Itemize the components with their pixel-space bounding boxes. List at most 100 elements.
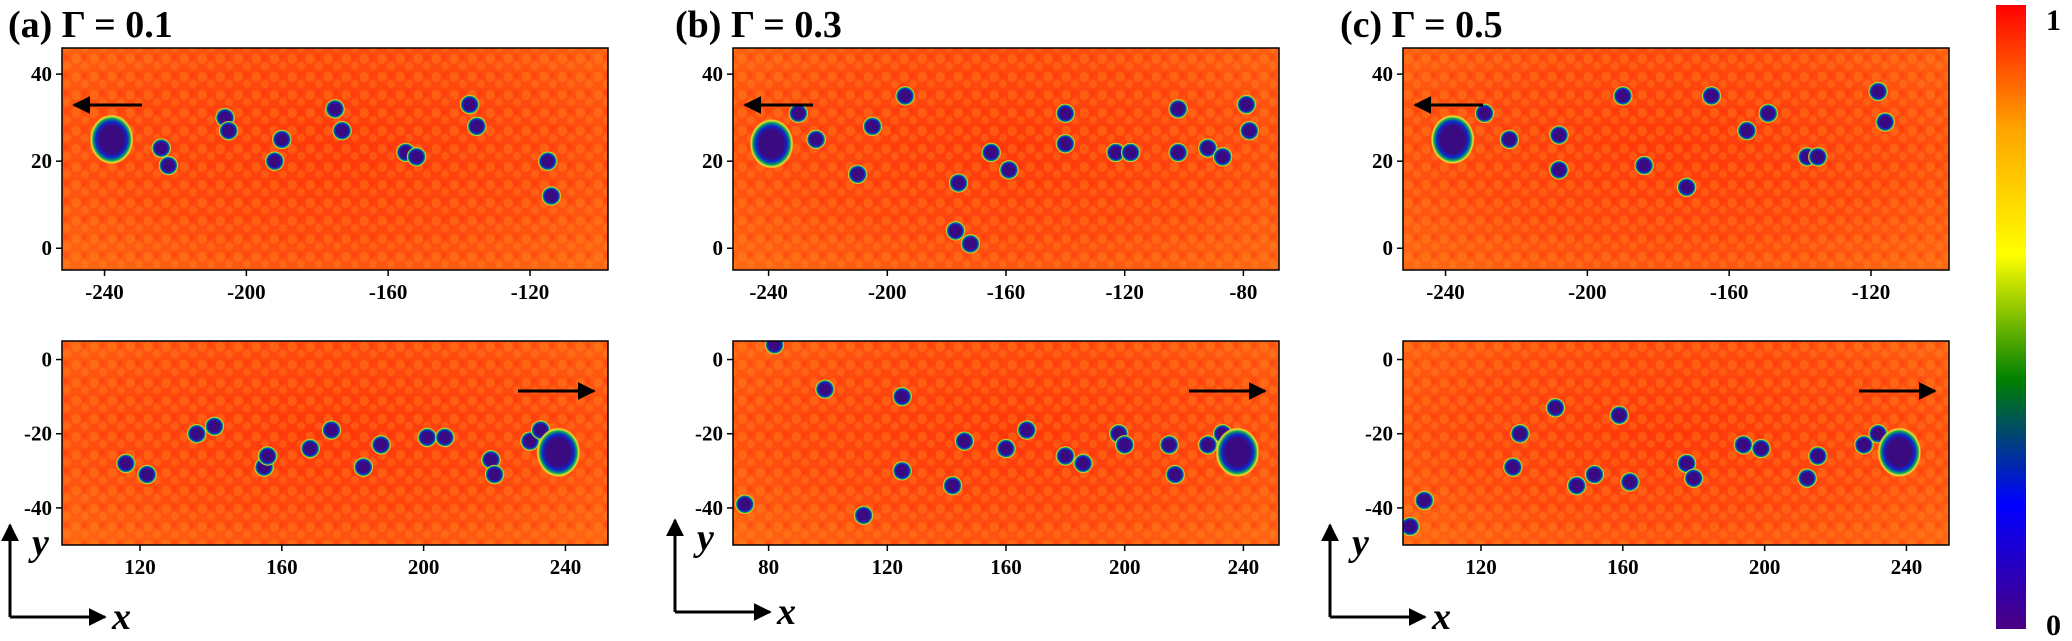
y-tick-label: -40 (1365, 496, 1393, 520)
x-tick-label: 80 (758, 555, 779, 579)
colorbar-max-label: 1 (2046, 4, 2061, 37)
y-tick-label: 20 (1372, 149, 1393, 173)
axis-direction-legend-a: yx (0, 522, 131, 638)
small-bubble (981, 142, 1002, 163)
small-bubble (1120, 142, 1141, 163)
y-tick-label: 0 (1383, 236, 1394, 260)
small-bubble (895, 85, 916, 106)
small-bubble (1212, 146, 1233, 167)
panel-c-top: -240 -200 -160 -120 0 20 40 (1372, 47, 1950, 304)
y-direction-label: y (28, 522, 49, 564)
axis-direction-legend-c: yx (1321, 522, 1451, 638)
small-bubble (1751, 438, 1772, 459)
small-bubble (1197, 138, 1218, 159)
x-tick-label: 200 (408, 555, 440, 579)
x-tick-label: -160 (987, 280, 1026, 304)
panel-frame (61, 340, 609, 546)
small-bubble (300, 438, 321, 459)
small-bubble (325, 98, 345, 119)
y-tick-label: -20 (24, 422, 52, 446)
x-tick-label: 240 (1891, 555, 1923, 579)
small-bubble (434, 427, 455, 448)
small-bubble (853, 505, 874, 526)
axis-direction-legend-b: yx (666, 517, 796, 633)
small-bubble (137, 464, 158, 485)
panel-c-title: (c) Γ = 0.5 (1340, 4, 1503, 46)
small-bubble (1168, 98, 1189, 119)
x-direction-label: x (1431, 596, 1451, 638)
panel-frame (1402, 340, 1950, 546)
small-bubble (353, 457, 374, 478)
x-tick-label: 160 (990, 555, 1022, 579)
small-bubble (1733, 434, 1754, 455)
x-tick-label: -240 (1426, 280, 1465, 304)
x-direction-label: x (776, 591, 796, 633)
y-tick-label: 0 (713, 348, 724, 372)
small-bubble (1549, 159, 1569, 180)
small-bubble (960, 233, 981, 254)
small-bubble (271, 129, 292, 150)
x-tick-label: 160 (266, 555, 298, 579)
small-bubble (332, 120, 353, 141)
small-bubble (1105, 142, 1126, 163)
small-bubble (459, 94, 480, 115)
small-bubble (1676, 177, 1697, 198)
small-bubble (158, 155, 179, 176)
y-tick-label: 20 (31, 149, 52, 173)
small-bubble (1619, 471, 1640, 492)
small-bubble (1502, 457, 1523, 478)
small-bubble (1797, 468, 1818, 489)
small-bubble (996, 438, 1016, 459)
x-tick-label: -80 (1229, 280, 1257, 304)
y-tick-label: 0 (42, 236, 53, 260)
small-bubble (186, 423, 207, 444)
x-tick-label: -200 (868, 280, 907, 304)
small-bubble (1683, 468, 1704, 489)
small-bubble (1197, 434, 1218, 455)
small-bubble (1545, 397, 1566, 418)
small-bubble (814, 379, 835, 400)
heatmap-texture (62, 341, 608, 545)
x-direction-label: x (111, 596, 131, 638)
small-bubble (1055, 103, 1076, 124)
small-bubble (806, 129, 827, 150)
small-bubble (1875, 112, 1896, 132)
panel-b-title: (b) Γ = 0.3 (675, 4, 842, 46)
small-bubble (764, 341, 785, 355)
small-bubble (537, 151, 558, 172)
y-tick-label: -20 (695, 422, 723, 446)
large-bubble (1877, 427, 1922, 478)
panel-b-top: -240 -200 -160 -120 -80 0 20 40 (702, 47, 1280, 304)
small-bubble (1073, 453, 1094, 474)
x-tick-label: 200 (1749, 555, 1781, 579)
x-tick-label: -120 (1105, 280, 1144, 304)
small-bubble (1414, 490, 1435, 511)
y-direction-label: y (693, 517, 714, 559)
small-bubble (1168, 142, 1189, 163)
large-bubble (89, 114, 134, 165)
small-bubble (1634, 155, 1655, 176)
small-bubble (1165, 464, 1186, 485)
x-tick-label: 240 (550, 555, 582, 579)
heatmap-texture (1403, 48, 1949, 270)
small-bubble (1549, 125, 1569, 146)
small-bubble (1758, 103, 1779, 124)
y-tick-label: -20 (1365, 422, 1393, 446)
small-bubble (406, 146, 427, 167)
panel-a-bottom: 120 160 200 240 0 -20 -40 (24, 340, 609, 579)
small-bubble (1159, 434, 1180, 455)
x-tick-label: -200 (1568, 280, 1607, 304)
small-bubble (1807, 146, 1828, 167)
y-tick-label: 40 (702, 62, 723, 86)
small-bubble (1736, 120, 1757, 141)
colorbar: 1 0 (1996, 4, 2061, 641)
small-bubble (321, 420, 342, 441)
small-bubble (541, 186, 562, 206)
small-bubble (942, 475, 963, 496)
small-bubble (484, 464, 505, 485)
x-tick-label: 160 (1607, 555, 1639, 579)
x-tick-label: -160 (1710, 280, 1749, 304)
small-bubble (1403, 516, 1421, 537)
small-bubble (788, 103, 809, 124)
